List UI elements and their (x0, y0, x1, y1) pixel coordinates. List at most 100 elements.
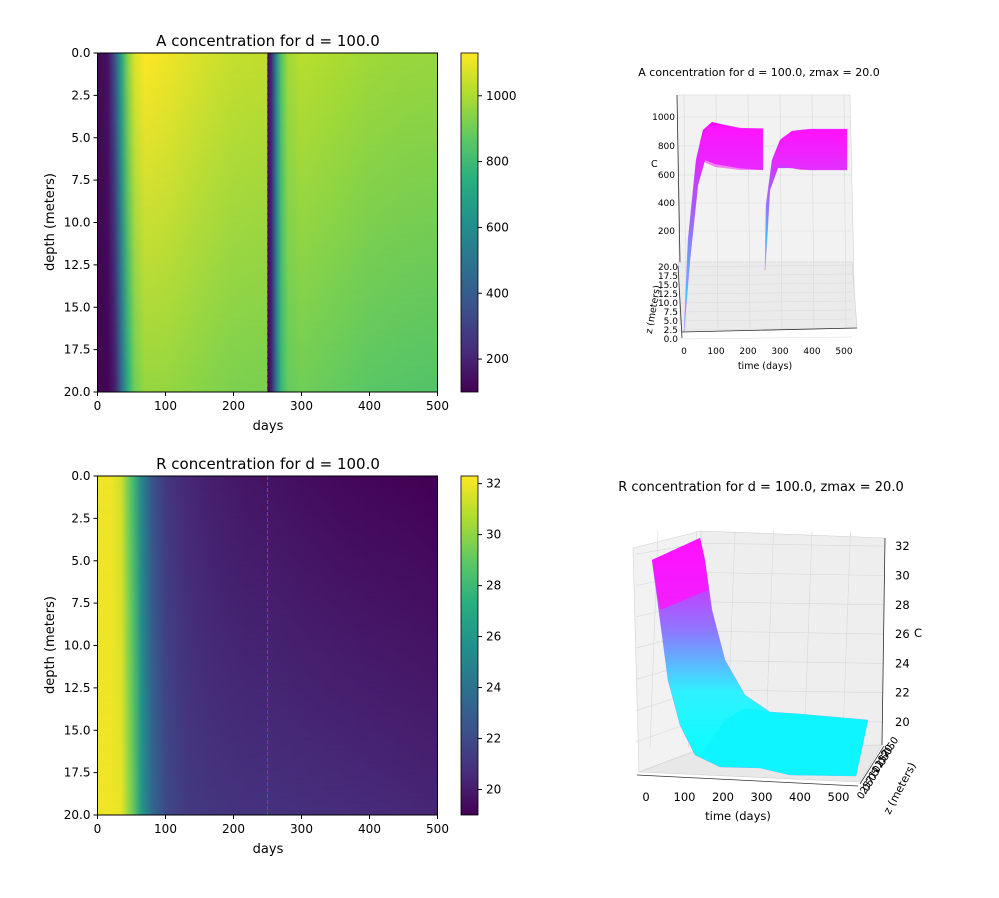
z-tick-label: 32 (895, 539, 910, 553)
surface-a-zlabel: C (651, 159, 658, 170)
z-tick-label: 20 (895, 715, 910, 729)
x-tick-label: 400 (358, 399, 381, 413)
x-tick-label: 200 (222, 399, 245, 413)
y-tick-label: 2.5 (71, 88, 90, 102)
z-tick-label: 800 (658, 142, 675, 152)
y-tick-label: 15.0 (64, 723, 91, 737)
y-tick-label: 7.5 (71, 173, 90, 187)
grid-line (779, 94, 783, 329)
colorbar-tick-label: 22 (486, 732, 501, 746)
grid-line (700, 660, 885, 664)
grid-line (678, 273, 853, 277)
surface-r: R concentration for d = 100.0, zmax = 20… (618, 480, 922, 823)
surface-a-surface-left-front (698, 125, 763, 178)
grid-line (678, 318, 853, 322)
x-tick-label: 400 (803, 347, 820, 357)
grid-line (700, 542, 885, 547)
heatmap-r-colorbar-ticks: 20 22 24 26 28 30 32 (478, 477, 501, 797)
surface-a-surface-right-front (772, 129, 847, 175)
x-tick-label: 200 (222, 822, 245, 836)
y-tick-label: 17.5 (64, 343, 91, 357)
y-tick-label: 20.0 (658, 263, 678, 273)
y-tick-label: 20.0 (64, 385, 91, 399)
surface-r-xaxis-line (636, 774, 859, 787)
x-tick-label: 300 (751, 790, 773, 804)
y-tick-label: 12.5 (64, 258, 91, 272)
z-tick-label: 24 (895, 656, 910, 670)
colorbar-tick-label: 400 (486, 286, 509, 300)
x-tick-label: 200 (712, 790, 734, 804)
heatmap-a-colorbar (460, 52, 479, 393)
grid-line (678, 327, 853, 331)
colorbar-tick-label: 32 (486, 477, 501, 491)
heatmap-a-ylabel: depth (meters) (43, 173, 58, 271)
y-tick-label: 0.0 (71, 469, 90, 483)
y-tick-label: 15.0 (658, 281, 678, 291)
y-tick-label: 10.0 (658, 299, 678, 309)
z-tick-label: 30 (895, 569, 910, 583)
z-tick-label: 1000 (652, 113, 675, 123)
surface-r-title: R concentration for d = 100.0, zmax = 20… (618, 480, 903, 495)
grid-line (700, 630, 885, 635)
x-tick-label: 100 (154, 399, 177, 413)
y-tick-label: 15.0 (64, 300, 91, 314)
x-tick-label: 100 (674, 790, 696, 804)
heatmap-r: R concentration for d = 100.0 0 100 200 300… (43, 455, 501, 857)
z-tick-label: 26 (895, 627, 910, 641)
y-tick-label: 5.0 (71, 131, 90, 145)
colorbar-tick-label: 28 (486, 579, 501, 593)
surface-a-yaxis-line (677, 265, 683, 339)
x-tick-label: 500 (426, 822, 449, 836)
y-tick-label: 12.5 (658, 290, 678, 300)
heatmap-a-xlabel: days (253, 419, 284, 434)
x-tick-label: 0 (94, 822, 102, 836)
x-tick-label: 0 (94, 399, 102, 413)
colorbar-tick-label: 30 (486, 528, 501, 542)
grid-line (678, 291, 853, 295)
y-tick-label: 12.5 (64, 681, 91, 695)
surface-a-ylabel: z (meters) (644, 285, 663, 335)
heatmap-a-title: A concentration for d = 100.0 (156, 32, 380, 50)
x-tick-label: 300 (290, 822, 313, 836)
grid-line (700, 601, 885, 606)
x-tick-label: 300 (771, 347, 788, 357)
y-tick-label: 10.0 (64, 216, 91, 230)
colorbar-tick-label: 200 (486, 352, 509, 366)
surface-r-xlabel: time (days) (705, 809, 771, 823)
heatmap-r-xlabel: days (253, 842, 284, 857)
colorbar-tick-label: 24 (486, 681, 501, 695)
grid-line (678, 264, 853, 268)
surface-r-ylabel: z (meters) (881, 760, 919, 816)
heatmap-a-axes: 0 100 200 300 400 500 0.0 2.5 5.0 7.5 10.0 12.5 15.0… (64, 46, 449, 413)
colorbar-tick-label: 20 (486, 783, 501, 797)
y-tick-label: 20.0 (64, 808, 91, 822)
x-tick-label: 300 (290, 399, 313, 413)
x-tick-label: 500 (835, 347, 852, 357)
y-tick-label: 7.5 (664, 308, 678, 318)
surface-r-zaxis-line (881, 537, 886, 746)
z-tick-label: 600 (658, 171, 675, 181)
surface-r-yaxis-line (859, 745, 885, 785)
colorbar-tick-label: 1000 (486, 89, 517, 103)
surface-a-title: A concentration for d = 100.0, zmax = 20… (638, 66, 879, 79)
colorbar-tick-label: 600 (486, 220, 509, 234)
z-tick-label: 200 (658, 227, 675, 237)
colorbar-tick-label: 26 (486, 630, 501, 644)
grid-line (803, 530, 813, 749)
colorbar-tick-label: 800 (486, 155, 509, 169)
x-tick-label: 100 (154, 822, 177, 836)
x-tick-label: 500 (828, 790, 850, 804)
heatmap-r-colorbar (460, 475, 479, 816)
y-tick-label: 0.0 (664, 335, 679, 345)
surface-a-floor-pane (677, 261, 858, 333)
z-tick-label: 28 (895, 598, 910, 612)
grid-line (678, 300, 853, 304)
y-tick-label: 17.5 (658, 272, 678, 282)
surface-a-xlabel: time (days) (738, 361, 792, 372)
grid-line (842, 530, 851, 749)
surface-a: A concentration for d = 100.0, zmax = 20… (638, 66, 879, 372)
y-tick-label: 5.0 (664, 317, 679, 327)
heatmap-a: A concentration for d = 100.0 0 100 200 300… (43, 32, 517, 434)
grid-line (683, 94, 687, 329)
surface-r-surface-edge (652, 538, 708, 610)
